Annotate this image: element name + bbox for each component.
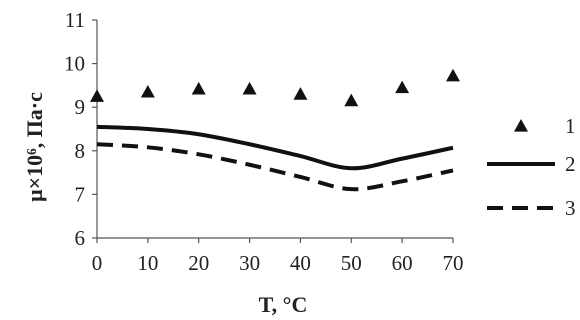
legend-item-2: 2 (487, 152, 576, 176)
y-tick-label: 10 (64, 52, 85, 76)
series-1 (90, 68, 460, 107)
y-axis-title: μ×10⁶, Па·с (22, 92, 47, 202)
plot-area (90, 68, 460, 192)
x-tick-label: 50 (341, 251, 362, 275)
legend-item-3: 3 (487, 196, 576, 220)
series-1-point (242, 81, 257, 95)
series-1-point (140, 84, 155, 98)
y-tick-label: 7 (75, 182, 86, 206)
axes (96, 20, 453, 239)
x-axis-title: T, °C (259, 292, 308, 317)
y-tick-label: 11 (65, 8, 85, 32)
y-axis-ticks: 6 7 8 9 10 11 (64, 8, 97, 250)
x-tick-label: 70 (443, 251, 464, 275)
legend-label: 2 (565, 152, 576, 176)
x-tick-label: 20 (188, 251, 209, 275)
series-1-point (344, 93, 359, 107)
y-tick-label: 6 (75, 226, 86, 250)
series-3-line (96, 142, 454, 192)
series-2 (96, 124, 454, 171)
x-tick-label: 40 (290, 251, 311, 275)
legend-marker (514, 119, 528, 132)
legend-item-1: 1 (514, 114, 576, 138)
series-1-point (293, 87, 308, 100)
y-tick-label: 8 (75, 139, 86, 163)
x-tick-label: 60 (392, 251, 413, 275)
legend: 1 2 3 (487, 114, 576, 220)
legend-label: 1 (565, 114, 576, 138)
legend-label: 3 (565, 196, 576, 220)
x-tick-label: 0 (92, 251, 103, 275)
series-1-point (191, 81, 206, 95)
series-1-point (395, 80, 410, 94)
series-1-point (90, 89, 104, 102)
series-3 (96, 142, 454, 192)
x-tick-label: 10 (137, 251, 158, 275)
y-tick-label: 9 (75, 95, 86, 119)
x-axis-ticks: 0 10 20 30 40 50 60 70 (92, 238, 464, 275)
x-tick-label: 30 (239, 251, 260, 275)
series-2-line (96, 124, 454, 171)
series-1-point (446, 68, 460, 82)
